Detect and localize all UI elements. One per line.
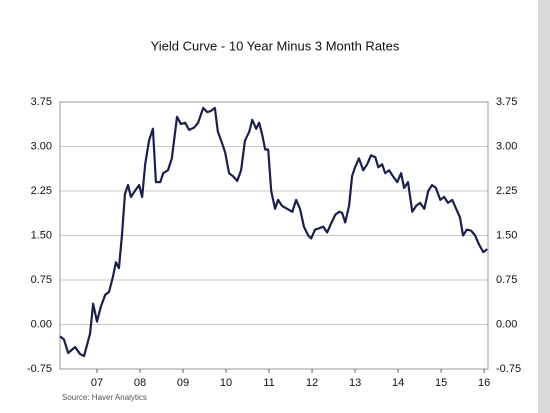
edge-strip xyxy=(538,0,550,413)
y-tick-label: 3.75 xyxy=(31,96,52,108)
x-tick-label: 13 xyxy=(349,377,361,389)
y-tick-label-right: 0.00 xyxy=(496,318,517,330)
data-line xyxy=(59,106,488,358)
x-tick-label: 14 xyxy=(392,377,404,389)
y-tick-label-right: -0.75 xyxy=(496,363,521,375)
y-tick-label: 2.25 xyxy=(31,185,52,197)
y-tick-label-right: 3.75 xyxy=(496,96,517,108)
y-tick-label-right: 2.25 xyxy=(496,185,517,197)
y-tick-label: 0.75 xyxy=(31,274,52,286)
x-tick-label: 11 xyxy=(263,377,274,389)
x-tick-label: 10 xyxy=(220,377,232,389)
x-tick-label: 08 xyxy=(134,377,146,389)
y-tick-label: 0.00 xyxy=(31,318,52,330)
x-tick-label: 16 xyxy=(478,377,490,389)
x-tick-label: 12 xyxy=(306,377,318,389)
y-tick-label-right: 3.00 xyxy=(496,140,517,152)
y-tick-label: 3.00 xyxy=(31,140,52,152)
y-tick-label-right: 1.50 xyxy=(496,229,517,241)
plot-frame xyxy=(59,101,489,370)
y-tick-label: 1.50 xyxy=(31,229,52,241)
x-tick-label: 15 xyxy=(435,377,447,389)
chart-title: Yield Curve - 10 Year Minus 3 Month Rate… xyxy=(151,38,400,53)
x-tick-label: 07 xyxy=(91,377,103,389)
y-tick-label-right: 0.75 xyxy=(496,274,517,286)
x-tick-label: 09 xyxy=(177,377,189,389)
y-tick-label: -0.75 xyxy=(27,363,52,375)
source-note: Source: Haver Analytics xyxy=(62,393,147,402)
